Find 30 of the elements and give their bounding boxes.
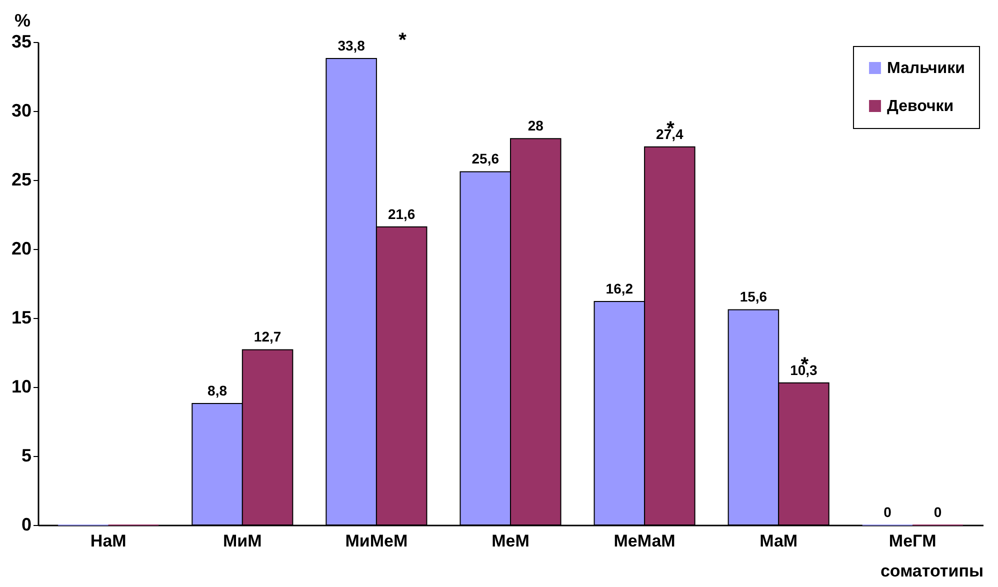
legend-label: Девочки	[887, 98, 954, 115]
x-tick-label: МиМ	[223, 532, 262, 550]
x-tick-label: МиМеМ	[345, 532, 408, 550]
x-tick-label: МаМ	[760, 532, 798, 550]
y-tick-label: 0	[21, 514, 32, 534]
data-label: 28	[528, 118, 544, 134]
y-tick-label: 25	[11, 170, 32, 190]
y-tick-label: 20	[11, 238, 32, 258]
y-tick-label: 10	[11, 376, 32, 396]
y-tick-label: 30	[11, 100, 32, 120]
data-label: 15,6	[740, 288, 768, 305]
x-axis-title: соматотипы	[880, 562, 984, 580]
data-label: 12,7	[254, 328, 282, 345]
legend-label: Мальчики	[887, 60, 965, 77]
y-tick-label: 35	[11, 32, 32, 52]
x-tick-label: МеГМ	[888, 532, 936, 550]
annotation: *	[398, 30, 407, 52]
data-label: 25,6	[472, 150, 500, 167]
y-axis-title: %	[14, 10, 30, 30]
data-label: 0	[884, 504, 892, 520]
y-tick-label: 15	[11, 308, 32, 328]
x-tick-label: МеМаМ	[614, 532, 676, 550]
data-label: 16,2	[606, 280, 634, 296]
data-label: 21,6	[388, 206, 416, 222]
x-tick-label: НаМ	[90, 532, 126, 550]
data-label: 8,8	[208, 382, 228, 399]
data-label: 33,8	[338, 38, 366, 54]
y-tick-label: 5	[21, 446, 32, 466]
data-label: 0	[934, 504, 942, 520]
x-tick-label: МеМ	[492, 532, 530, 550]
